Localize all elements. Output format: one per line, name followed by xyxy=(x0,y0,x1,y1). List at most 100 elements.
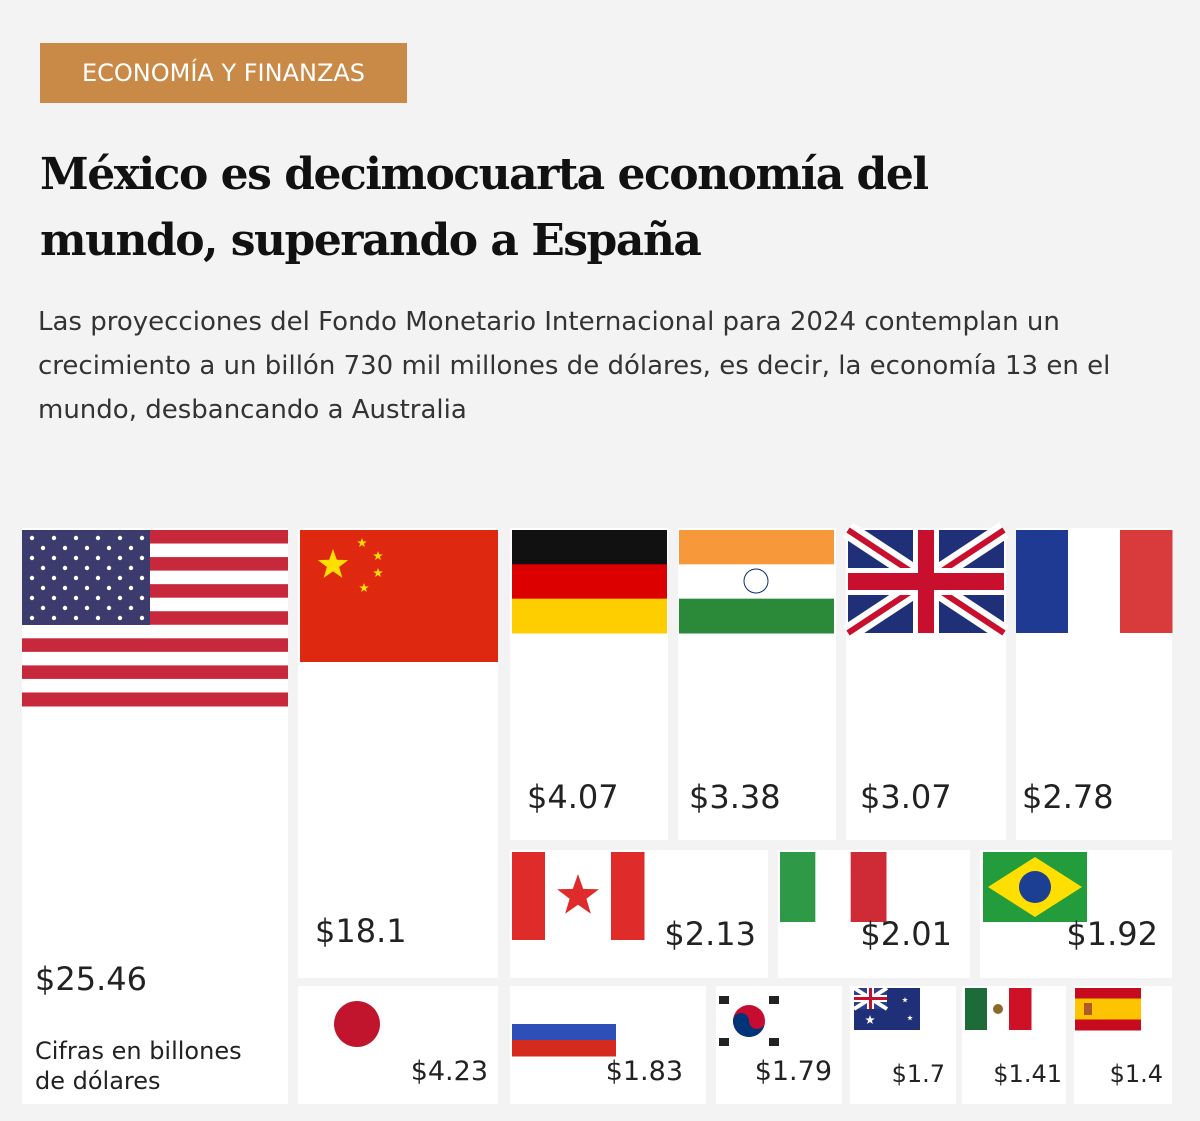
flag-part xyxy=(106,545,112,551)
flag-part xyxy=(95,535,101,541)
value-label: $2.78 xyxy=(1022,778,1114,816)
value-label: $1.83 xyxy=(606,1056,683,1087)
value-label: $3.07 xyxy=(860,778,952,816)
value-label: $4.07 xyxy=(527,778,619,816)
flag-part xyxy=(117,555,123,561)
flag-part xyxy=(769,1038,779,1046)
flag-part xyxy=(769,996,779,1004)
value-label: $1.79 xyxy=(755,1056,832,1087)
flag-part xyxy=(557,874,599,914)
flag-part xyxy=(965,988,988,1030)
flag-part xyxy=(1075,1019,1141,1031)
flag-part xyxy=(1019,871,1051,903)
flag-part xyxy=(106,585,112,591)
flag-part xyxy=(780,852,816,922)
value-label: $1.4 xyxy=(1110,1060,1163,1088)
flag-part xyxy=(40,605,46,611)
flag-part xyxy=(1068,530,1121,633)
flag-part xyxy=(854,997,887,1000)
flag-part xyxy=(139,595,145,601)
flag-part xyxy=(334,1001,380,1047)
flag-part xyxy=(84,605,90,611)
flag-part xyxy=(719,996,729,1004)
value-label: $25.46 xyxy=(35,960,147,998)
flag-part xyxy=(719,1038,729,1046)
flag-part xyxy=(40,565,46,571)
flag-part xyxy=(128,565,134,571)
value-label: $1.41 xyxy=(993,1060,1062,1088)
flag-part xyxy=(95,595,101,601)
flag-part xyxy=(611,852,645,940)
flag-part xyxy=(373,568,383,577)
value-label: $1.7 xyxy=(892,1060,945,1088)
value-label: $3.38 xyxy=(689,778,781,816)
flag-part xyxy=(373,551,383,560)
flag-part xyxy=(73,535,79,541)
flag-part xyxy=(84,545,90,551)
flag-part xyxy=(902,997,908,1003)
flag-part xyxy=(51,615,57,621)
flag-part xyxy=(865,1015,875,1024)
flag-part xyxy=(51,555,57,561)
flag-part xyxy=(22,638,288,653)
flag-part xyxy=(22,530,150,625)
flag-part xyxy=(22,692,288,707)
section-tag: ECONOMÍA Y FINANZAS xyxy=(40,43,407,103)
flag-part xyxy=(357,538,367,547)
flag-part xyxy=(22,651,288,666)
value-label: $18.1 xyxy=(315,912,407,950)
flag-part xyxy=(117,615,123,621)
tile xyxy=(298,986,498,1104)
flag-part xyxy=(51,535,57,541)
flag-part xyxy=(1009,988,1032,1030)
flag-part xyxy=(29,535,35,541)
flag-part xyxy=(84,565,90,571)
flag-part xyxy=(139,555,145,561)
flag-part xyxy=(22,678,288,693)
flag-part xyxy=(512,598,667,634)
flag-part xyxy=(51,595,57,601)
flag-part xyxy=(62,605,68,611)
flag-part xyxy=(73,555,79,561)
flag-part xyxy=(512,530,667,565)
flag-part xyxy=(95,555,101,561)
flag-part xyxy=(29,595,35,601)
flag-part xyxy=(1120,530,1173,633)
flag-part xyxy=(848,573,1004,590)
flag-part xyxy=(850,852,887,922)
flag-part xyxy=(128,585,134,591)
subtitle: Las proyecciones del Fondo Monetario Int… xyxy=(38,307,1111,425)
flag-part xyxy=(62,585,68,591)
flag-part xyxy=(22,665,288,680)
flag-part xyxy=(743,568,769,594)
note: Cifras en billones de dólares xyxy=(35,1037,242,1095)
flag-part xyxy=(993,1004,1003,1014)
flag-part xyxy=(73,615,79,621)
flag-part xyxy=(512,1024,616,1041)
flag-part xyxy=(117,575,123,581)
flag-part xyxy=(22,624,288,639)
flag-part xyxy=(106,565,112,571)
flag-part xyxy=(128,605,134,611)
flag-part xyxy=(300,530,498,662)
flag-part xyxy=(29,555,35,561)
value-label: $1.92 xyxy=(1066,915,1158,953)
flag-part xyxy=(51,575,57,581)
flag-part xyxy=(512,852,546,940)
flag-part xyxy=(73,575,79,581)
flag-part xyxy=(95,615,101,621)
flag-part xyxy=(29,575,35,581)
flag-part xyxy=(679,564,834,600)
flag-part xyxy=(128,545,134,551)
value-label: $2.01 xyxy=(860,915,952,953)
flag-part xyxy=(139,615,145,621)
flag-part xyxy=(679,530,834,565)
flag-part xyxy=(1016,530,1069,633)
flag-part xyxy=(106,605,112,611)
value-label: $4.23 xyxy=(411,1056,488,1087)
flag-part xyxy=(679,598,834,634)
flag-part xyxy=(117,535,123,541)
flag-part xyxy=(139,575,145,581)
